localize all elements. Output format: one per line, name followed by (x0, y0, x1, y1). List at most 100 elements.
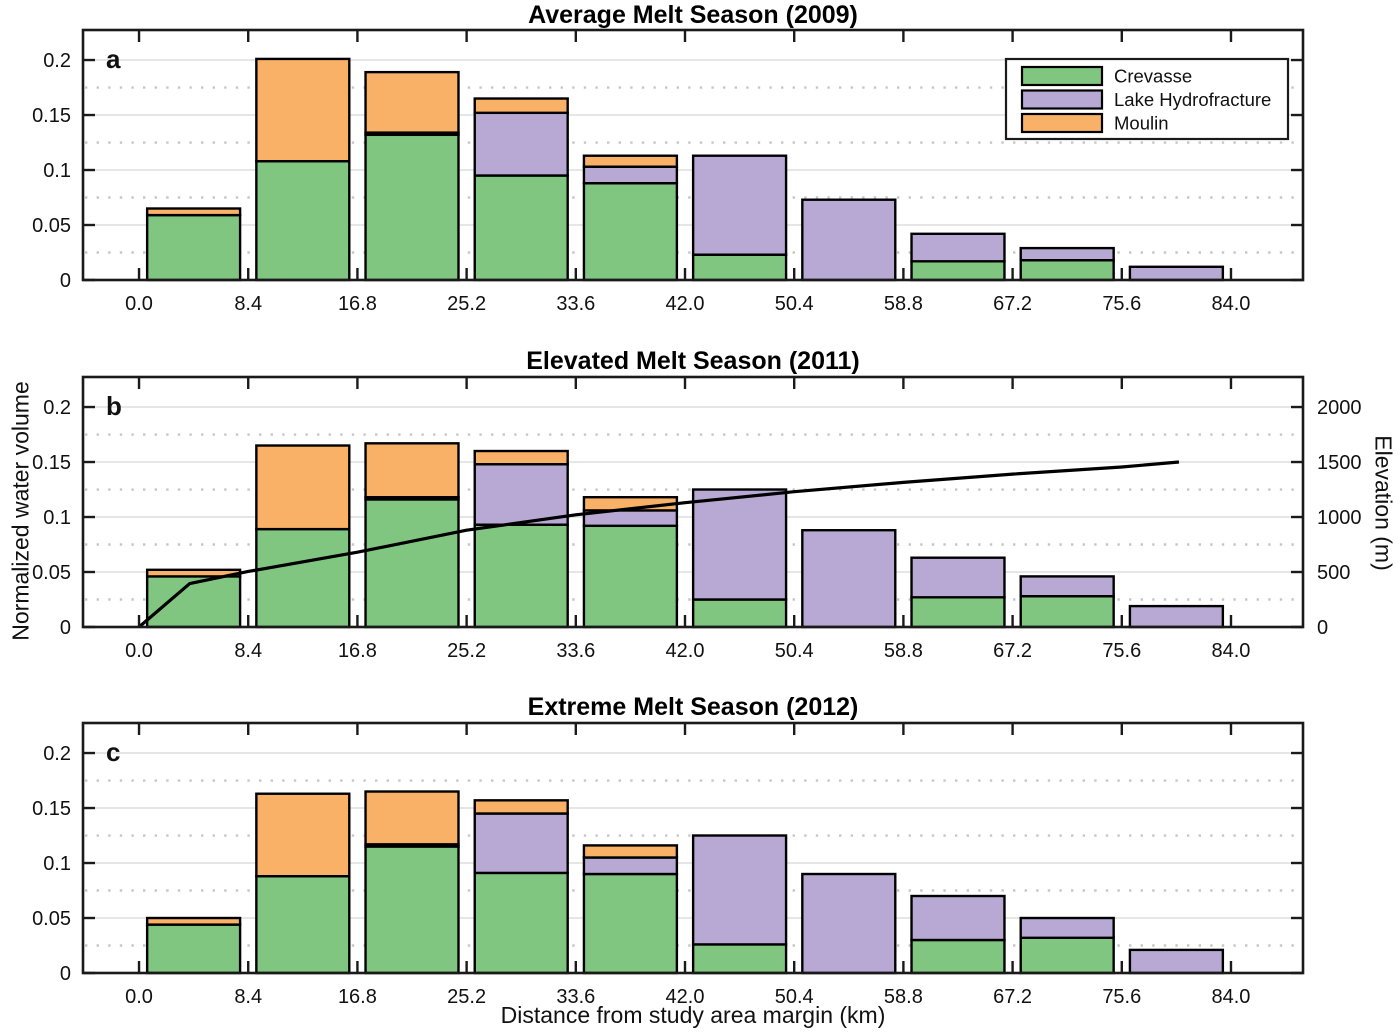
elevation-profile-line[interactable] (137, 460, 1180, 629)
bar-segment-c6-lake-hydrofracture[interactable] (691, 834, 788, 946)
legend-label: Lake Hydrofracture (1114, 89, 1271, 110)
axes-box (81, 28, 1305, 282)
x-tick-label: 25.2 (447, 293, 486, 315)
bar-segment-a2-crevasse[interactable] (255, 160, 351, 282)
bar-segment-c1-crevasse[interactable] (145, 923, 242, 975)
bar-segment-b3-moulin[interactable] (364, 442, 460, 499)
x-tick-label: 84.0 (1212, 640, 1251, 662)
x-tick-label: 25.2 (447, 640, 486, 662)
bar-segment-a6-crevasse[interactable] (691, 253, 788, 282)
bar-segment-b5-crevasse[interactable] (582, 524, 679, 629)
bar-segment-c5-moulin[interactable] (582, 844, 679, 859)
y-tick-label: 0 (60, 963, 71, 985)
bar-segment-a3-crevasse[interactable] (364, 133, 460, 282)
x-tick-label: 0.0 (125, 986, 153, 1008)
bar-segment-b9-lake-hydrofracture[interactable] (1019, 575, 1115, 598)
bar-segment-a3-moulin[interactable] (364, 70, 460, 134)
bar-segment-b4-moulin[interactable] (473, 449, 569, 466)
panel-letter-a: a (106, 44, 121, 74)
x-tick-label: 16.8 (338, 986, 377, 1008)
legend-label: Crevasse (1114, 66, 1192, 87)
bar-segment-b4-crevasse[interactable] (473, 523, 569, 629)
x-tick-label: 16.8 (338, 293, 377, 315)
bar-segment-a1-crevasse[interactable] (145, 213, 242, 282)
panel-letter-b: b (106, 391, 122, 421)
y2-tick-label: 0 (1317, 617, 1328, 639)
x-tick-label: 42.0 (666, 293, 705, 315)
bar-segment-c4-crevasse[interactable] (473, 871, 569, 975)
bar-segment-c4-lake-hydrofracture[interactable] (473, 812, 569, 875)
y-tick-label: 0.05 (32, 562, 71, 584)
bar-segment-b8-crevasse[interactable] (910, 596, 1006, 629)
y-tick-label: 0.05 (32, 215, 71, 237)
legend-swatch-crevasse (1020, 65, 1104, 87)
x-tick-label: 25.2 (447, 986, 486, 1008)
bar-segment-c8-crevasse[interactable] (910, 938, 1006, 975)
bar-segment-b1-crevasse[interactable] (145, 575, 242, 629)
bar-segment-c4-moulin[interactable] (473, 799, 569, 815)
bar-segment-a9-crevasse[interactable] (1019, 259, 1115, 282)
bar-segment-b10-lake-hydrofracture[interactable] (1128, 604, 1225, 629)
bar-segment-b8-lake-hydrofracture[interactable] (910, 556, 1006, 599)
x-tick-label: 67.2 (993, 986, 1032, 1008)
bar-segment-a6-lake-hydrofracture[interactable] (691, 154, 788, 256)
bar-segment-c5-crevasse[interactable] (582, 872, 679, 975)
bar-segment-b9-crevasse[interactable] (1019, 595, 1115, 629)
bar-segment-a2-moulin[interactable] (255, 57, 351, 163)
bar-segment-c6-crevasse[interactable] (691, 943, 788, 975)
panel-letter-c: c (106, 737, 120, 767)
bar-segment-b2-moulin[interactable] (255, 444, 351, 531)
x-tick-label: 58.8 (884, 293, 923, 315)
bar-segment-b3-crevasse[interactable] (364, 498, 460, 629)
x-tick-label: 0.0 (125, 293, 153, 315)
bar-segment-a9-lake-hydrofracture[interactable] (1019, 246, 1115, 262)
bar-segment-a8-crevasse[interactable] (910, 260, 1006, 282)
x-tick-label: 67.2 (993, 640, 1032, 662)
y-tick-label: 0.2 (43, 50, 71, 72)
bar-segment-c9-lake-hydrofracture[interactable] (1019, 916, 1115, 940)
bar-segment-c8-lake-hydrofracture[interactable] (910, 894, 1006, 942)
bar-segment-a5-lake-hydrofracture[interactable] (582, 165, 679, 185)
bar-segment-c2-crevasse[interactable] (255, 875, 351, 975)
panel-b-title: Elevated Melt Season (2011) (526, 347, 860, 375)
bar-segment-c10-lake-hydrofracture[interactable] (1128, 948, 1225, 975)
x-tick-label: 75.6 (1102, 293, 1141, 315)
y-axis-label: Normalized water volume (7, 381, 34, 641)
y2-tick-label: 2000 (1317, 397, 1362, 419)
x-tick-label: 58.8 (884, 640, 923, 662)
y-tick-label: 0.1 (43, 507, 71, 529)
y2-axis-label: Elevation (m) (1370, 435, 1397, 571)
panel-c-title: Extreme Melt Season (2012) (527, 693, 859, 721)
bar-segment-b7-lake-hydrofracture[interactable] (801, 529, 897, 629)
bar-segment-c9-crevasse[interactable] (1019, 936, 1115, 975)
bar-segment-c2-moulin[interactable] (255, 792, 351, 878)
bar-segment-c5-lake-hydrofracture[interactable] (582, 856, 679, 876)
x-tick-label: 8.4 (234, 986, 262, 1008)
x-tick-label: 8.4 (234, 640, 262, 662)
x-tick-label: 50.4 (775, 293, 814, 315)
bar-segment-a1-moulin[interactable] (145, 207, 242, 217)
bar-segment-c7-lake-hydrofracture[interactable] (801, 872, 897, 975)
bar-segment-a5-crevasse[interactable] (582, 182, 679, 282)
x-tick-label: 75.6 (1102, 986, 1141, 1008)
bar-segment-a4-moulin[interactable] (473, 97, 569, 115)
y-tick-label: 0.15 (32, 798, 71, 820)
bar-segment-a7-lake-hydrofracture[interactable] (801, 198, 897, 282)
x-tick-label: 58.8 (884, 986, 923, 1008)
bar-segment-a8-lake-hydrofracture[interactable] (910, 232, 1006, 263)
bar-segment-c3-crevasse[interactable] (364, 845, 460, 975)
bar-segment-b2-crevasse[interactable] (255, 527, 351, 629)
x-tick-label: 33.6 (556, 640, 595, 662)
bar-segment-b4-lake-hydrofracture[interactable] (473, 463, 569, 526)
bar-segment-c3-moulin[interactable] (364, 790, 460, 846)
bar-segment-b6-lake-hydrofracture[interactable] (691, 488, 788, 601)
bar-segment-a5-moulin[interactable] (582, 154, 679, 168)
bar-segment-a4-lake-hydrofracture[interactable] (473, 111, 569, 177)
bar-segment-b6-crevasse[interactable] (691, 598, 788, 629)
bar-segment-a4-crevasse[interactable] (473, 174, 569, 282)
bar-segment-c1-moulin[interactable] (145, 916, 242, 926)
x-tick-label: 50.4 (775, 640, 814, 662)
bar-segment-a10-lake-hydrofracture[interactable] (1128, 265, 1225, 282)
